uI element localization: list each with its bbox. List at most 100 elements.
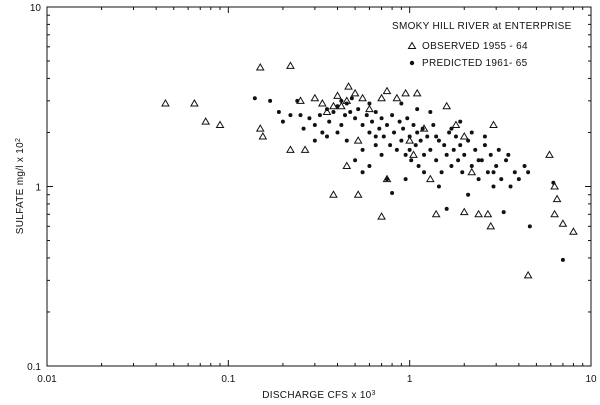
chart-title: SMOKY HILL RIVER at ENTERPRISE [392,21,572,32]
observed-point [401,88,410,97]
predicted-point [379,152,384,157]
predicted-point [482,143,487,148]
predicted-point [344,138,349,143]
predicted-point [488,152,493,157]
predicted-point [252,96,257,101]
observed-point [550,182,559,190]
observed-point [377,212,386,220]
observed-point [342,161,352,170]
predicted-point [560,257,565,262]
predicted-point [385,123,390,128]
predicted-point [439,170,444,175]
predicted-point [339,98,344,103]
predicted-point [434,158,439,163]
predicted-point [407,147,412,152]
predicted-point [485,170,490,175]
predicted-point [466,192,471,197]
observed-point [353,190,363,198]
observed-point [409,150,418,158]
observed-point [255,63,265,71]
observed-point [523,270,533,279]
legend-marker-open-triangle [407,41,417,49]
predicted-point [390,113,395,118]
legend-item-predicted: PREDICTED 1961- 65 [409,58,527,69]
predicted-point [367,130,372,135]
y-tick-label: 0.1 [27,362,41,373]
predicted-point [373,134,378,139]
predicted-point [331,110,336,115]
predicted-point [491,184,496,189]
predicted-point [434,134,439,139]
y-tick-label: 10 [30,3,42,14]
predicted-point [403,177,408,182]
observed-point [382,86,392,95]
predicted-point [479,158,484,163]
predicted-point [449,164,454,169]
legend-item-observed: OBSERVED 1955 - 64 [407,41,528,52]
predicted-point [491,170,496,175]
predicted-point [373,110,378,115]
predicted-point [276,110,281,115]
predicted-point [469,164,474,169]
predicted-point [390,191,395,196]
predicted-point [324,107,329,112]
x-axis-title: DISCHARGE CFS x 103 [262,390,376,402]
x-axis-ticks [46,7,592,366]
observed-point [552,194,562,203]
predicted-point [494,164,499,169]
predicted-point [367,164,372,169]
predicted-point [399,101,404,106]
predicted-point [356,107,361,112]
predicted-point [364,113,369,118]
predicted-point [370,119,375,124]
predicted-point [512,170,517,175]
observed-point [489,120,498,129]
predicted-point [436,184,441,189]
x-axis-tick-labels: 0.01 0.1 1 10 [37,374,597,385]
predicted-point [447,130,452,135]
predicted-point [327,119,332,124]
predicted-point [405,116,410,121]
observed-point [286,145,295,153]
predicted-point [401,126,406,131]
observed-point [412,88,422,97]
predicted-point [506,152,511,157]
predicted-point [324,134,329,139]
predicted-point [397,119,402,124]
predicted-point [298,113,303,118]
predicted-point [444,206,449,211]
predicted-point [335,130,340,135]
predicted-point [499,177,504,182]
observed-point [459,207,469,216]
observed-point [215,120,225,129]
observed-point [353,136,363,144]
observed-point [329,190,338,198]
predicted-point [394,147,399,152]
predicted-point [367,101,372,106]
predicted-point [409,158,414,163]
predicted-point [458,119,463,124]
observed-point [425,174,435,183]
predicted-point [360,170,365,175]
predicted-point [399,138,404,143]
predicted-point [476,177,481,182]
predicted-point [403,152,408,157]
observed-point [550,209,559,218]
observed-point [545,150,554,158]
observed-point [255,124,265,132]
predicted-point [476,158,481,163]
y-axis-title: SULFATE mg/l x 102 [15,138,27,234]
predicted-point [360,147,365,152]
predicted-point [280,119,285,124]
predicted-point [360,123,365,128]
observed-point [258,131,268,140]
observed-point [431,209,441,218]
observed-point [474,209,483,218]
observed-point [286,61,295,69]
predicted-point [501,210,506,215]
predicted-point [268,98,273,103]
predicted-point [381,134,386,139]
observed-point [483,209,493,218]
predicted-point [527,224,532,229]
observed-point [467,167,477,176]
